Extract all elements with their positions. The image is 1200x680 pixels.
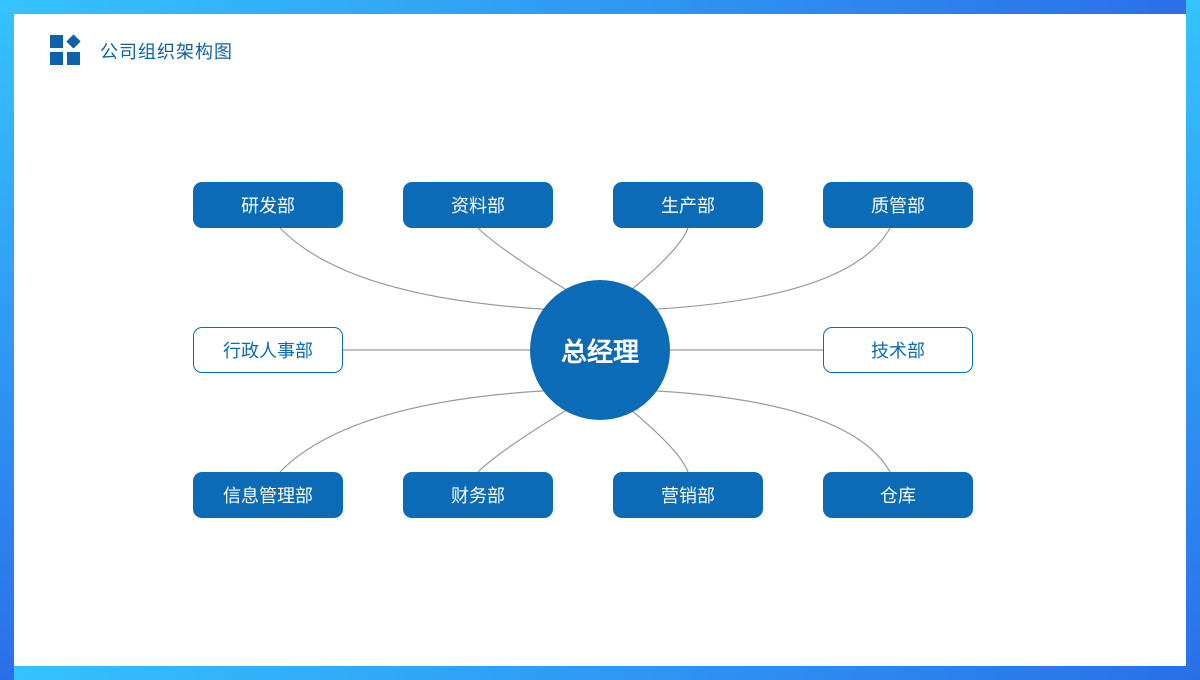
logo-square: [67, 52, 80, 65]
dept-node-warehouse: 仓库: [823, 472, 973, 518]
connector-sales: [625, 405, 688, 472]
connector-rd: [280, 228, 560, 310]
dept-node-label: 生产部: [661, 192, 715, 218]
connector-fin: [478, 405, 575, 472]
slide-frame: 公司组织架构图 总经理 研发部 资料部 生产部 质管部行政人事部 技术部信息管理部 财务部 营…: [0, 0, 1200, 680]
slide-header: 公司组织架构图: [50, 35, 233, 67]
connector-it: [280, 390, 560, 472]
dept-node-label: 财务部: [451, 482, 505, 508]
frame-border-bottom: [0, 666, 1200, 680]
dept-node-label: 研发部: [241, 192, 295, 218]
dept-node-rd: 研发部: [193, 182, 343, 228]
frame-border-left: [0, 0, 14, 680]
slide-title: 公司组织架构图: [100, 38, 233, 64]
dept-node-fin: 财务部: [403, 472, 553, 518]
dept-node-label: 技术部: [871, 337, 925, 363]
connector-warehouse: [640, 390, 890, 472]
center-node-label: 总经理: [561, 332, 639, 369]
logo-diamond: [66, 34, 80, 48]
dept-node-qc: 质管部: [823, 182, 973, 228]
connector-data: [478, 228, 575, 295]
logo-icon: [50, 35, 82, 67]
dept-node-label: 质管部: [871, 192, 925, 218]
frame-border-top: [0, 0, 1200, 14]
logo-square: [50, 52, 63, 65]
center-node: 总经理: [530, 280, 670, 420]
dept-node-it: 信息管理部: [193, 472, 343, 518]
dept-node-label: 行政人事部: [223, 337, 313, 363]
dept-node-label: 信息管理部: [223, 482, 313, 508]
dept-node-data: 资料部: [403, 182, 553, 228]
logo-square: [50, 35, 63, 48]
connector-qc: [640, 228, 890, 310]
dept-node-label: 仓库: [880, 482, 916, 508]
dept-node-label: 资料部: [451, 192, 505, 218]
dept-node-sales: 营销部: [613, 472, 763, 518]
frame-border-right: [1186, 0, 1200, 680]
dept-node-label: 营销部: [661, 482, 715, 508]
dept-node-tech: 技术部: [823, 327, 973, 373]
dept-node-hr: 行政人事部: [193, 327, 343, 373]
connector-prod: [625, 228, 688, 295]
dept-node-prod: 生产部: [613, 182, 763, 228]
